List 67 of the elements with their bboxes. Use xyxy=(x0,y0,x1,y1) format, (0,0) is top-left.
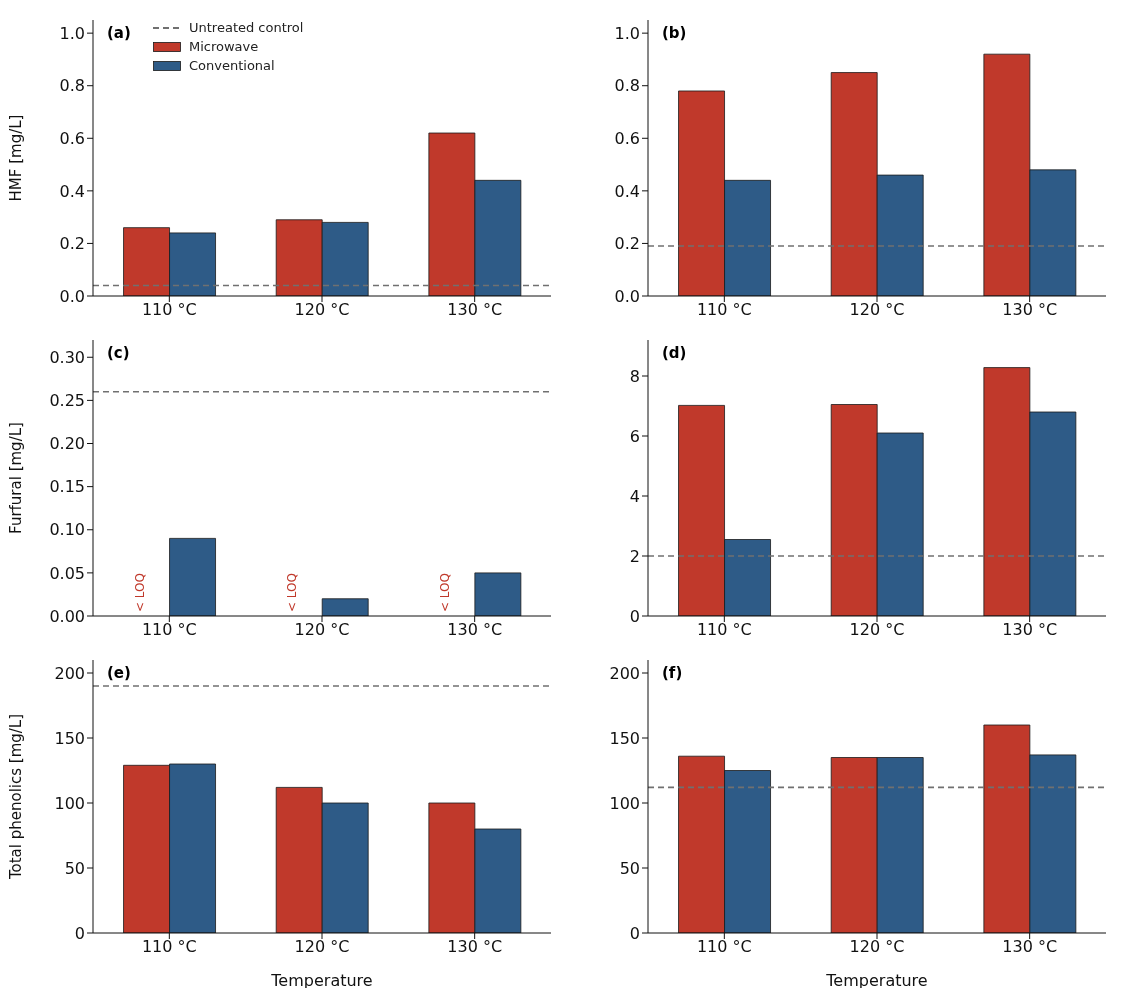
chart-title: (f) xyxy=(662,664,683,682)
y-tick-label: 200 xyxy=(609,663,640,683)
y-tick-label: 0.0 xyxy=(59,286,85,306)
y-tick-label: 0.2 xyxy=(59,234,85,254)
y-tick-label: 0.8 xyxy=(614,76,640,96)
y-tick-label: 100 xyxy=(609,793,640,813)
text: < LOQ xyxy=(132,572,147,612)
x-tick-label: 110 °C xyxy=(141,620,197,640)
y-tick-label: 1.0 xyxy=(614,23,640,43)
x-tick-label: 120 °C xyxy=(849,937,905,957)
y-tick-label: 0.05 xyxy=(49,563,85,583)
y-tick-label: 0 xyxy=(74,923,85,943)
y-tick-label: 1.0 xyxy=(59,23,85,43)
x-tick-label: 120 °C xyxy=(849,620,905,640)
y-tick-label: 0.4 xyxy=(614,181,640,201)
legend-label: Conventional xyxy=(189,58,275,73)
text: < LOQ xyxy=(285,572,300,612)
y-axis-title: Furfural [mg/L] xyxy=(7,422,26,534)
y-tick-label: 0 xyxy=(629,606,640,626)
y-tick-label: 0.2 xyxy=(614,234,640,254)
chart-title: (e) xyxy=(107,664,131,682)
chart-title: (b) xyxy=(662,24,687,42)
x-tick-label: 120 °C xyxy=(294,620,350,640)
x-tick-label: 120 °C xyxy=(294,300,350,320)
chart-title: (d) xyxy=(662,344,687,362)
x-tick-label: 130 °C xyxy=(447,937,503,957)
y-tick-label: 150 xyxy=(609,728,640,748)
y-tick-label: 0.6 xyxy=(59,128,85,148)
y-tick-label: 0.8 xyxy=(59,76,85,96)
x-tick-label: 130 °C xyxy=(1002,300,1058,320)
y-tick-label: 0.30 xyxy=(49,347,85,367)
y-tick-label: 0.6 xyxy=(614,128,640,148)
y-tick-label: 150 xyxy=(54,728,85,748)
y-tick-label: 0.10 xyxy=(49,520,85,540)
y-tick-label: 6 xyxy=(629,426,640,446)
y-tick-label: 0.4 xyxy=(59,181,85,201)
x-tick-label: 130 °C xyxy=(447,300,503,320)
y-axis-title: HMF [mg/L] xyxy=(7,114,26,202)
text: < LOQ xyxy=(438,572,453,612)
x-tick-label: 130 °C xyxy=(1002,620,1058,640)
legend-label: Microwave xyxy=(189,39,259,54)
chart-title: (c) xyxy=(107,344,130,362)
y-tick-label: 50 xyxy=(619,858,640,878)
x-tick-label: 120 °C xyxy=(294,937,350,957)
chart-title: (a) xyxy=(107,24,131,42)
y-tick-label: 0.0 xyxy=(614,286,640,306)
x-tick-label: 130 °C xyxy=(1002,937,1058,957)
x-tick-label: 110 °C xyxy=(696,620,752,640)
y-tick-label: 4 xyxy=(629,486,640,506)
y-tick-label: 0.25 xyxy=(49,391,85,411)
y-tick-label: 200 xyxy=(54,663,85,683)
y-axis-title: Total phenolics [mg/L] xyxy=(7,713,26,881)
y-tick-label: 0.00 xyxy=(49,606,85,626)
x-tick-label: 110 °C xyxy=(696,937,752,957)
y-tick-label: 50 xyxy=(64,858,85,878)
y-tick-label: 2 xyxy=(629,546,640,566)
y-tick-label: 0.20 xyxy=(49,434,85,454)
x-tick-label: 110 °C xyxy=(141,300,197,320)
y-tick-label: 100 xyxy=(54,793,85,813)
legend-label: Untreated control xyxy=(189,20,304,35)
y-tick-label: 0 xyxy=(629,923,640,943)
x-tick-label: 130 °C xyxy=(447,620,503,640)
x-tick-label: 120 °C xyxy=(849,300,905,320)
y-tick-label: 0.15 xyxy=(49,477,85,497)
x-tick-label: 110 °C xyxy=(141,937,197,957)
x-tick-label: 110 °C xyxy=(696,300,752,320)
y-tick-label: 8 xyxy=(629,366,640,386)
